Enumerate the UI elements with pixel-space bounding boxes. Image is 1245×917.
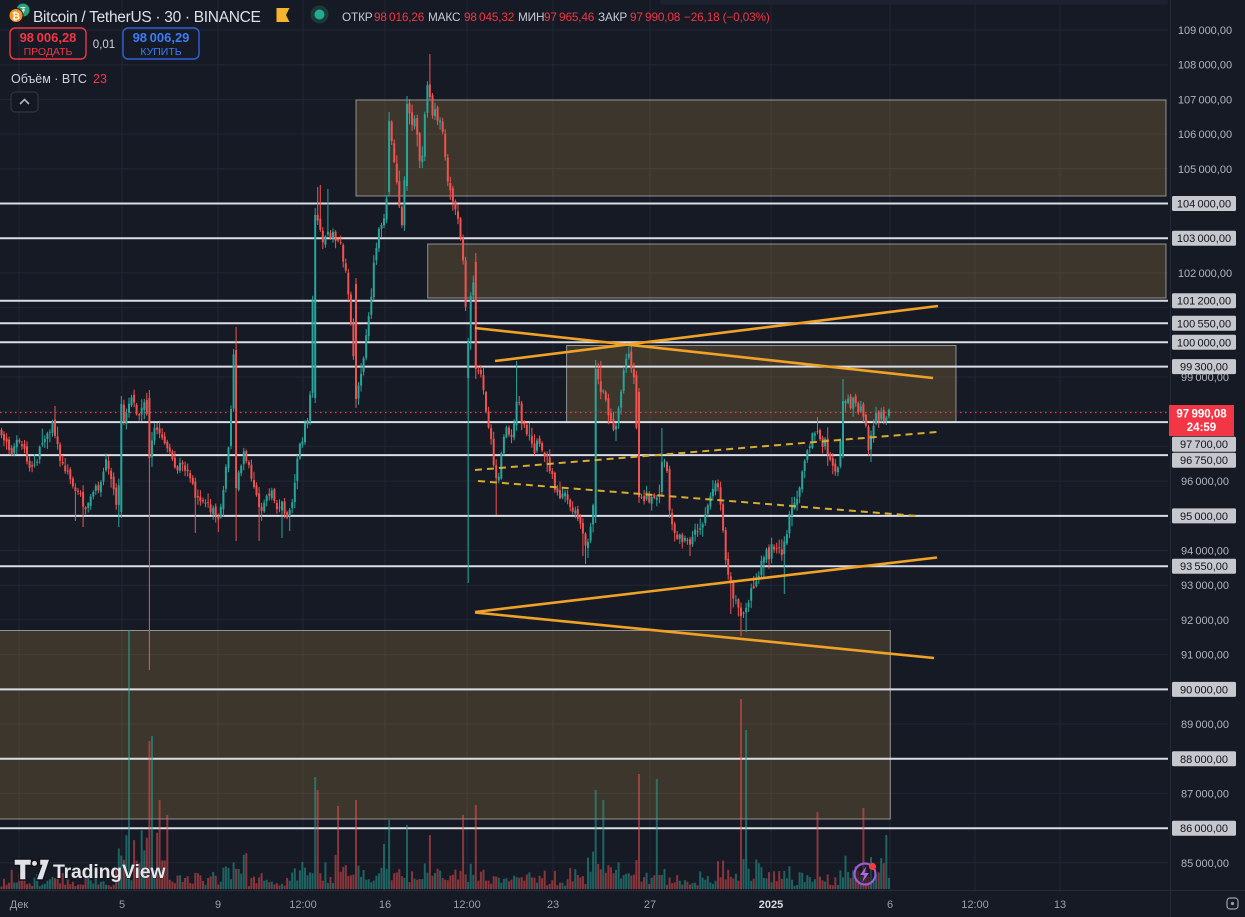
svg-text:TradingView: TradingView [53,861,166,883]
svg-text:−26,18 (−0,03%): −26,18 (−0,03%) [684,10,770,24]
svg-text:23: 23 [93,72,107,86]
svg-text:98 045,32: 98 045,32 [464,10,514,24]
svg-text:98 006,28: 98 006,28 [20,30,77,45]
svg-text:92 000,00: 92 000,00 [1181,615,1229,627]
svg-text:91 000,00: 91 000,00 [1181,650,1229,662]
svg-text:93 550,00: 93 550,00 [1180,561,1228,573]
svg-text:ЗАКР: ЗАКР [598,10,627,24]
svg-text:₮: ₮ [20,6,26,16]
svg-text:100 000,00: 100 000,00 [1177,337,1231,349]
svg-text:ПРОДАТЬ: ПРОДАТЬ [24,46,73,58]
svg-text:2025: 2025 [759,899,783,911]
svg-text:6: 6 [887,899,893,911]
svg-text:5: 5 [119,899,125,911]
svg-text:97 965,46: 97 965,46 [544,10,595,24]
svg-text:85 000,00: 85 000,00 [1181,858,1229,870]
svg-text:12:00: 12:00 [961,899,989,911]
svg-text:98 006,29: 98 006,29 [133,30,190,45]
svg-text:88 000,00: 88 000,00 [1180,754,1228,766]
svg-text:₿: ₿ [12,11,20,23]
svg-text:108 000,00: 108 000,00 [1178,60,1232,72]
svg-text:ОТКР: ОТКР [342,10,373,24]
svg-text:90 000,00: 90 000,00 [1180,684,1228,696]
svg-text:105 000,00: 105 000,00 [1178,164,1232,176]
svg-text:96 000,00: 96 000,00 [1181,476,1229,488]
svg-text:87 000,00: 87 000,00 [1181,788,1229,800]
svg-text:98 016,26: 98 016,26 [374,10,425,24]
svg-text:96 750,00: 96 750,00 [1180,455,1228,467]
svg-text:КУПИТЬ: КУПИТЬ [140,46,181,58]
svg-text:89 000,00: 89 000,00 [1181,719,1229,731]
svg-text:МИН: МИН [518,10,544,24]
svg-text:9: 9 [215,899,221,911]
svg-text:Объём · BTC: Объём · BTC [11,72,87,86]
svg-text:Bitcoin / TetherUS · 30 · BINA: Bitcoin / TetherUS · 30 · BINANCE [33,9,261,26]
svg-text:16: 16 [379,899,391,911]
svg-text:13: 13 [1054,899,1066,911]
svg-text:100 550,00: 100 550,00 [1177,318,1231,330]
svg-text:97 990,08: 97 990,08 [630,10,681,24]
svg-text:93 000,00: 93 000,00 [1181,580,1229,592]
svg-text:МАКС: МАКС [428,10,461,24]
svg-text:94 000,00: 94 000,00 [1181,546,1229,558]
svg-text:97 990,08: 97 990,08 [1176,409,1227,421]
svg-text:106 000,00: 106 000,00 [1178,129,1232,141]
svg-text:101 200,00: 101 200,00 [1177,296,1231,308]
svg-text:24:59: 24:59 [1187,422,1216,434]
svg-text:99 300,00: 99 300,00 [1180,362,1228,374]
svg-text:12:00: 12:00 [289,899,317,911]
svg-text:86 000,00: 86 000,00 [1180,823,1228,835]
svg-text:109 000,00: 109 000,00 [1178,25,1232,37]
svg-text:95 000,00: 95 000,00 [1180,511,1228,523]
svg-text:99 000,00: 99 000,00 [1181,372,1229,384]
svg-text:107 000,00: 107 000,00 [1178,94,1232,106]
svg-text:102 000,00: 102 000,00 [1178,268,1232,280]
svg-text:12:00: 12:00 [453,899,481,911]
svg-text:104 000,00: 104 000,00 [1177,199,1231,211]
svg-text:27: 27 [644,899,656,911]
svg-text:0,01: 0,01 [93,39,115,51]
svg-text:Дек: Дек [10,899,29,911]
svg-text:103 000,00: 103 000,00 [1177,233,1231,245]
svg-text:23: 23 [547,899,559,911]
svg-text:97 700,00: 97 700,00 [1180,439,1228,451]
